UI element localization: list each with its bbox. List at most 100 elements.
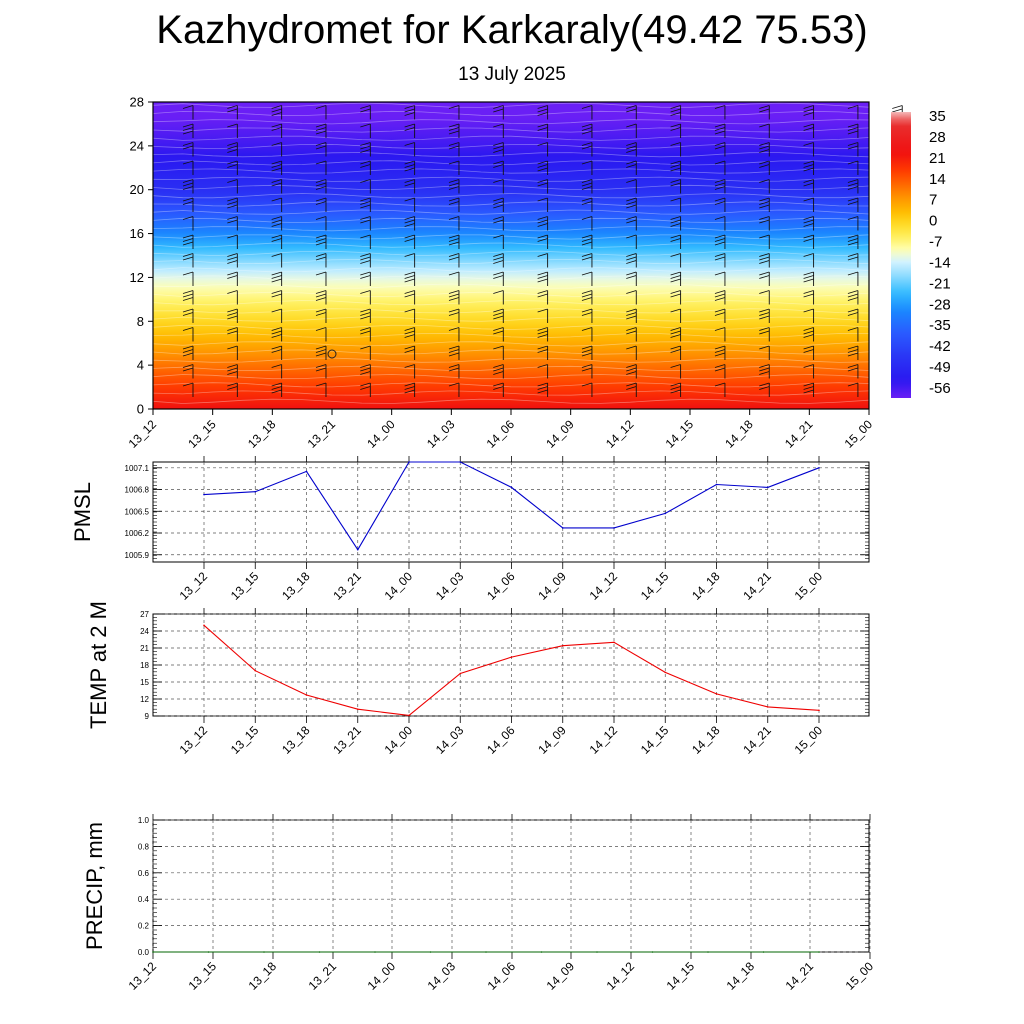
wind-barb: [847, 345, 859, 360]
precip-axis-title: PRECIP, mm: [82, 822, 107, 950]
precip-x-tick-label: 14_21: [783, 959, 817, 993]
isotherm-contour: [152, 160, 870, 166]
wind-barb: [537, 160, 549, 175]
wind-barb: [581, 123, 593, 138]
wind-barb: [182, 123, 194, 138]
wind-barb: [759, 327, 770, 342]
wind-barb: [670, 234, 682, 249]
pmsl-data-point: [664, 512, 667, 515]
wind-barb: [759, 216, 770, 231]
wind-barb: [360, 308, 371, 323]
isotherm-contour: [152, 291, 870, 297]
x-tick-label: 14_03: [424, 417, 458, 451]
precip-data-point: [818, 951, 820, 953]
wind-barb: [360, 179, 371, 194]
wind-barb: [714, 253, 726, 268]
wind-barb: [537, 364, 549, 379]
wind-barb: [315, 123, 327, 138]
wind-barb: [404, 290, 416, 305]
wind-barb: [670, 345, 682, 360]
wind-barb: [315, 105, 327, 120]
wind-barb: [581, 216, 593, 231]
wind-barb: [847, 327, 859, 342]
wind-barb: [360, 105, 371, 120]
wind-barb: [360, 216, 371, 231]
temp2m-y-tick-label: 15: [140, 678, 149, 687]
isotherm-contour: [152, 193, 870, 199]
pmsl-x-tick-label: 14_18: [689, 569, 723, 603]
colorbar-label: -56: [929, 380, 951, 397]
wind-barb: [493, 308, 504, 323]
temp2m-data-point: [664, 671, 667, 674]
precip-y-tick-label: 0.6: [138, 869, 150, 878]
wind-barb: [714, 216, 726, 231]
isotherm-contour: [152, 143, 870, 150]
wind-barb: [847, 160, 859, 175]
pmsl-x-tick-label: 13_12: [177, 569, 211, 603]
wind-barb: [803, 197, 815, 212]
wind-barb: [448, 290, 460, 305]
wind-barb: [315, 290, 327, 305]
pmsl-data-point: [254, 490, 257, 493]
pmsl-x-tick-label: 14_00: [382, 569, 416, 603]
pmsl-x-tick-label: 14_06: [484, 569, 518, 603]
wind-barb: [847, 179, 859, 194]
wind-barb: [360, 142, 371, 157]
pmsl-frame: [152, 461, 870, 563]
wind-barb: [493, 216, 504, 231]
wind-barb: [271, 345, 283, 360]
isotherm-contour: [152, 168, 870, 174]
cross-section-field: [153, 102, 869, 409]
wind-barb: [626, 345, 637, 360]
wind-barb: [448, 142, 460, 157]
wind-barb: [670, 253, 682, 268]
x-tick-label: 13_12: [126, 417, 160, 451]
wind-barb: [182, 364, 194, 379]
colorbar-label: -7: [929, 234, 942, 251]
wind-barb: [626, 142, 637, 157]
wind-barb: [847, 216, 859, 231]
wind-barb: [227, 345, 238, 360]
wind-barb: [670, 382, 682, 397]
wind-barb: [537, 123, 549, 138]
wind-barb: [626, 327, 637, 342]
wind-barb: [360, 290, 371, 305]
wind-barb: [448, 364, 460, 379]
temp2m-x-tick-label: 14_03: [433, 723, 467, 757]
wind-barb: [182, 105, 194, 120]
wind-barb: [847, 105, 859, 120]
wind-barb: [759, 197, 770, 212]
pmsl-data-point: [766, 486, 769, 489]
wind-barb: [626, 197, 637, 212]
temp2m-x-tick-label: 13_15: [228, 723, 262, 757]
isotherm-contour: [152, 341, 870, 347]
pmsl-data-point: [715, 483, 718, 486]
wind-barb: [448, 160, 460, 175]
wind-barb: [404, 327, 416, 342]
pmsl-data-point: [818, 466, 820, 469]
wind-barb: [581, 142, 593, 157]
wind-barb: [315, 160, 327, 175]
precip-data-point: [540, 951, 543, 953]
wind-barb: [626, 364, 637, 379]
wind-barb: [626, 382, 637, 397]
y-tick-label: 0: [137, 402, 144, 417]
wind-barb: [803, 382, 815, 397]
wind-barb: [847, 123, 859, 138]
pmsl-x-tick-label: 13_21: [330, 569, 364, 603]
temp2m-y-tick-label: 24: [140, 627, 149, 636]
wind-barb: [626, 160, 637, 175]
wind-barb: [360, 271, 371, 286]
wind-barb: [315, 179, 327, 194]
pmsl-x-tick-label: 14_12: [587, 569, 621, 603]
precip-x-tick-label: 14_00: [365, 959, 399, 993]
wind-barb: [847, 253, 859, 268]
wind-barb: [404, 142, 416, 157]
wind-barb: [404, 105, 416, 120]
isotherm-contour: [152, 398, 870, 404]
wind-barb: [581, 290, 593, 305]
temp2m-data-point: [356, 708, 359, 710]
y-tick-label: 28: [130, 95, 144, 110]
x-tick-label: 14_06: [484, 417, 518, 451]
temp2m-data-point: [613, 641, 615, 644]
